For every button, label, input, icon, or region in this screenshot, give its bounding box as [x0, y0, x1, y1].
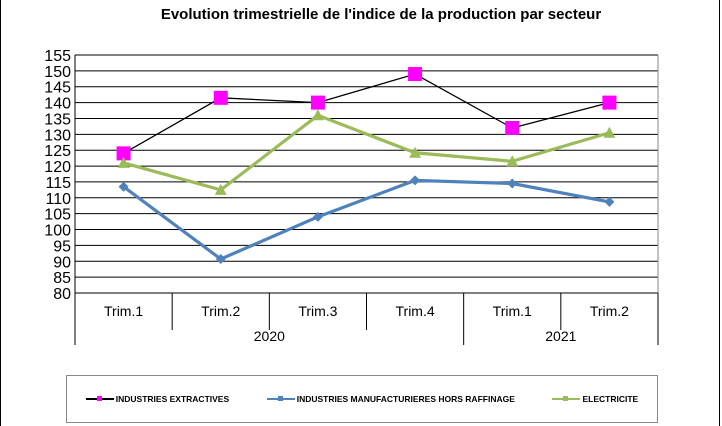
data-point [116, 146, 131, 161]
y-tick-label: 140 [44, 96, 71, 113]
data-point [505, 120, 520, 135]
x-tick-label: Trim.2 [201, 303, 240, 319]
data-point [603, 126, 616, 138]
x-tick-label: Trim.2 [590, 303, 629, 319]
y-tick-label: 145 [44, 80, 71, 97]
legend-item: ELECTRICITE [552, 394, 638, 404]
y-tick-label: 80 [53, 286, 71, 303]
data-point [311, 109, 324, 121]
y-tick-label: 125 [44, 143, 71, 160]
data-point [408, 67, 423, 82]
group-label: 2020 [254, 328, 285, 344]
data-point [312, 211, 323, 222]
series-line [122, 178, 610, 261]
data-point [507, 178, 518, 189]
y-tick-label: 100 [44, 223, 71, 240]
data-point [310, 95, 325, 110]
series-line [123, 73, 610, 154]
y-tick-label: 90 [53, 254, 71, 271]
group-label: 2021 [545, 328, 576, 344]
legend-swatch [552, 396, 581, 401]
x-tick-label: Trim.1 [493, 303, 532, 319]
y-tick-label: 85 [53, 270, 71, 287]
legend-swatch [266, 396, 295, 401]
data-point [604, 196, 615, 207]
y-tick-label: 120 [44, 159, 71, 176]
data-point [506, 155, 519, 167]
y-tick-label: 155 [44, 48, 71, 65]
data-point [213, 90, 228, 105]
y-tick-label: 115 [45, 175, 71, 192]
y-tick-label: 95 [53, 238, 71, 255]
data-point [602, 95, 617, 110]
legend: INDUSTRIES EXTRACTIVES INDUSTRIES MANUFAC… [66, 375, 658, 423]
data-point [118, 181, 129, 192]
x-tick-label: Trim.3 [298, 303, 337, 319]
chart-title: Evolution trimestrielle de l'indice de l… [160, 6, 602, 23]
y-tick-label: 150 [44, 64, 71, 81]
data-point [409, 146, 422, 158]
legend-label: ELECTRICITE [582, 394, 639, 404]
legend-swatch [85, 396, 114, 401]
data-point [215, 254, 226, 265]
legend-item: INDUSTRIES EXTRACTIVES [85, 394, 230, 404]
y-tick-label: 130 [44, 127, 71, 144]
data-point [117, 156, 130, 168]
y-tick-label: 105 [44, 207, 71, 224]
legend-label: INDUSTRIES EXTRACTIVES [115, 394, 230, 404]
y-tick-label: 135 [44, 111, 71, 128]
data-point [410, 175, 421, 186]
y-tick-label: 110 [45, 191, 71, 208]
series-line [123, 113, 610, 192]
legend-item: INDUSTRIES MANUFACTURIERES HORS RAFFINAG… [266, 394, 515, 404]
data-point [214, 183, 227, 195]
x-tick-label: Trim.1 [104, 303, 143, 319]
x-tick-label: Trim.4 [396, 303, 435, 319]
legend-label: INDUSTRIES MANUFACTURIERES HORS RAFFINAG… [296, 394, 515, 404]
